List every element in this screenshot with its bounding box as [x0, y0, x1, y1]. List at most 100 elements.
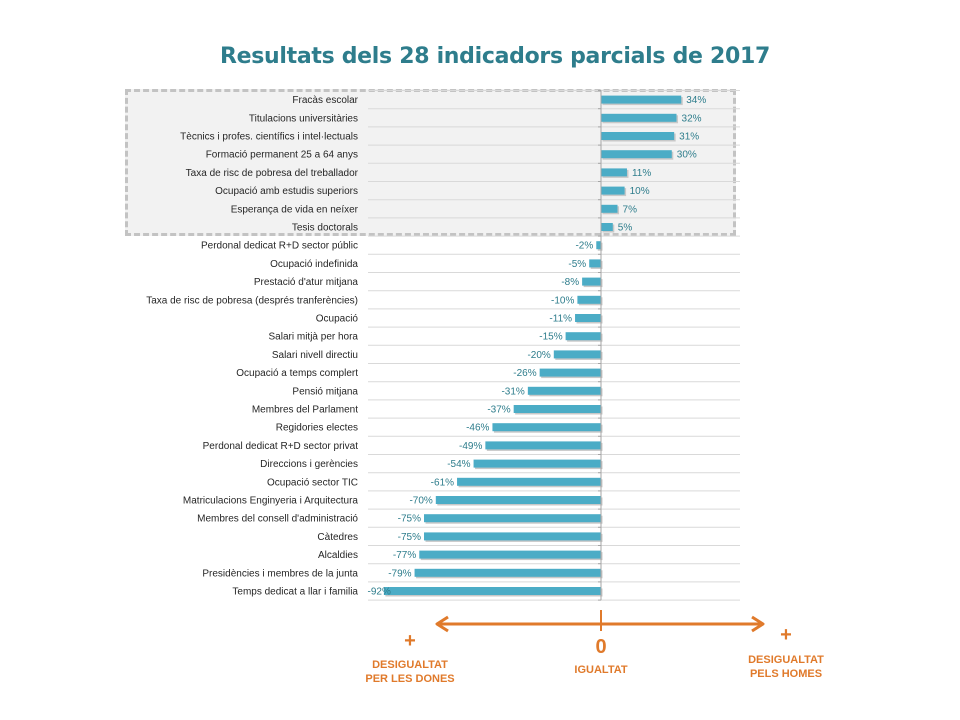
bar [582, 277, 601, 286]
value-label: -15% [539, 332, 562, 343]
category-label: Membres del Parlament [252, 405, 358, 416]
category-label: Titulacions universitàries [249, 113, 358, 124]
value-label: -77% [393, 550, 416, 561]
chart-title: Resultats dels 28 indicadors parcials de… [219, 44, 771, 69]
value-label: -10% [551, 295, 574, 306]
bar [577, 295, 601, 304]
value-label: 11% [632, 168, 651, 179]
legend-left-line2: PER LES DONES [365, 673, 455, 685]
value-label: -75% [398, 514, 421, 525]
value-label: -79% [388, 568, 411, 579]
bar [565, 332, 601, 341]
value-label: 10% [630, 186, 650, 197]
value-label: 32% [682, 113, 702, 124]
category-label: Formació permanent 25 a 64 anys [206, 150, 358, 161]
category-label: Membres del consell d'administració [197, 514, 358, 525]
category-label: Regidories electes [276, 423, 358, 434]
bar [553, 350, 601, 359]
category-label: Ocupació amb estudis superiors [215, 186, 358, 197]
legend-left-text: DESIGUALTAT PER LES DONES [350, 658, 470, 686]
value-labels: 34% 32% 31% 30% 11% 10% 7% 5% -2% -5% -8% -10% -11% -… [368, 95, 707, 597]
legend-right-line2: PELS HOMES [749, 668, 823, 680]
bar [601, 150, 672, 159]
bar [589, 259, 601, 268]
bar [601, 168, 627, 177]
category-label: Temps dedicat a llar i familia [232, 587, 358, 598]
value-label: -31% [501, 386, 524, 397]
bar [601, 223, 613, 231]
legend-right-text: DESIGUALTAT PELS HOMES [726, 653, 846, 681]
category-label: Taxa de risc de pobresa (després tranfer… [146, 295, 358, 306]
bar [601, 132, 675, 140]
value-label: -46% [466, 423, 489, 434]
value-label: -54% [447, 459, 470, 470]
bar [435, 496, 601, 504]
category-label: Fracàs escolar [292, 95, 358, 106]
bar [414, 568, 601, 577]
category-label: Matriculacions Enginyeria i Arquitectura [183, 496, 359, 507]
value-label: 31% [679, 132, 699, 143]
legend-right-line1: DESIGUALTAT [748, 654, 824, 666]
bar [473, 459, 601, 468]
gridlines [368, 90, 740, 601]
value-label: -75% [398, 532, 421, 543]
value-label: -20% [527, 350, 550, 361]
bar [492, 423, 601, 432]
category-label: Tesis doctorals [292, 223, 358, 234]
category-label: Salari mitjà per hora [269, 332, 359, 343]
value-label: -70% [409, 496, 432, 507]
category-label: Prestació d'atur mitjana [254, 277, 359, 288]
category-label: Alcaldies [318, 550, 358, 561]
bar [485, 441, 601, 450]
category-label: Salari nivell directiu [272, 350, 358, 361]
bar [601, 204, 618, 213]
legend-arrow-left-head [435, 615, 449, 633]
value-label: -49% [459, 441, 482, 452]
legend-arrow-right-head [751, 615, 765, 633]
value-label: -2% [575, 241, 593, 252]
value-label: -37% [487, 405, 510, 416]
category-label: Ocupació a temps complert [236, 368, 358, 379]
legend-arrow [435, 610, 765, 633]
value-label: -11% [549, 314, 572, 325]
category-label: Càtedres [317, 532, 358, 543]
zero-axis [598, 90, 602, 601]
value-label: -5% [568, 259, 586, 270]
legend-zero: 0 [595, 636, 607, 658]
value-label: 7% [623, 204, 638, 215]
category-label: Tècnics i profes. científics i intel·lec… [180, 132, 358, 143]
bar [513, 405, 601, 413]
bar [424, 514, 601, 523]
category-label: Perdonal dedicat R+D sector privat [203, 441, 359, 452]
bar [601, 95, 682, 104]
bar [457, 477, 601, 486]
category-label: Presidències i membres de la junta [202, 568, 358, 579]
category-label: Pensió mitjana [292, 386, 358, 397]
value-label: -92% [368, 587, 391, 598]
bar [539, 368, 601, 377]
bar [424, 532, 601, 541]
bar [383, 587, 601, 595]
category-label: Esperança de vida en neíxer [231, 204, 359, 215]
category-labels: Fracàs escolar Titulacions universitàries… [146, 95, 358, 597]
bar [601, 113, 677, 122]
bar [575, 314, 601, 322]
category-label: Perdonal dedicat R+D sector públic [201, 241, 358, 252]
bar [527, 386, 601, 395]
value-label: 30% [677, 150, 697, 161]
value-label: -8% [561, 277, 579, 288]
category-label: Direccions i gerències [260, 459, 358, 470]
highlight-box-positive-indicators [125, 89, 736, 236]
legend-right-plus: + [780, 624, 792, 646]
value-label: -61% [431, 477, 454, 488]
category-label: Ocupació [316, 314, 359, 325]
value-label: 34% [686, 95, 706, 106]
value-label: -26% [513, 368, 536, 379]
legend-left-line1: DESIGUALTAT [372, 659, 448, 671]
legend-left-plus: + [404, 630, 416, 652]
bar [419, 550, 601, 559]
value-label: 5% [618, 223, 633, 234]
category-label: Ocupació sector TIC [267, 477, 358, 488]
bar [596, 241, 601, 250]
